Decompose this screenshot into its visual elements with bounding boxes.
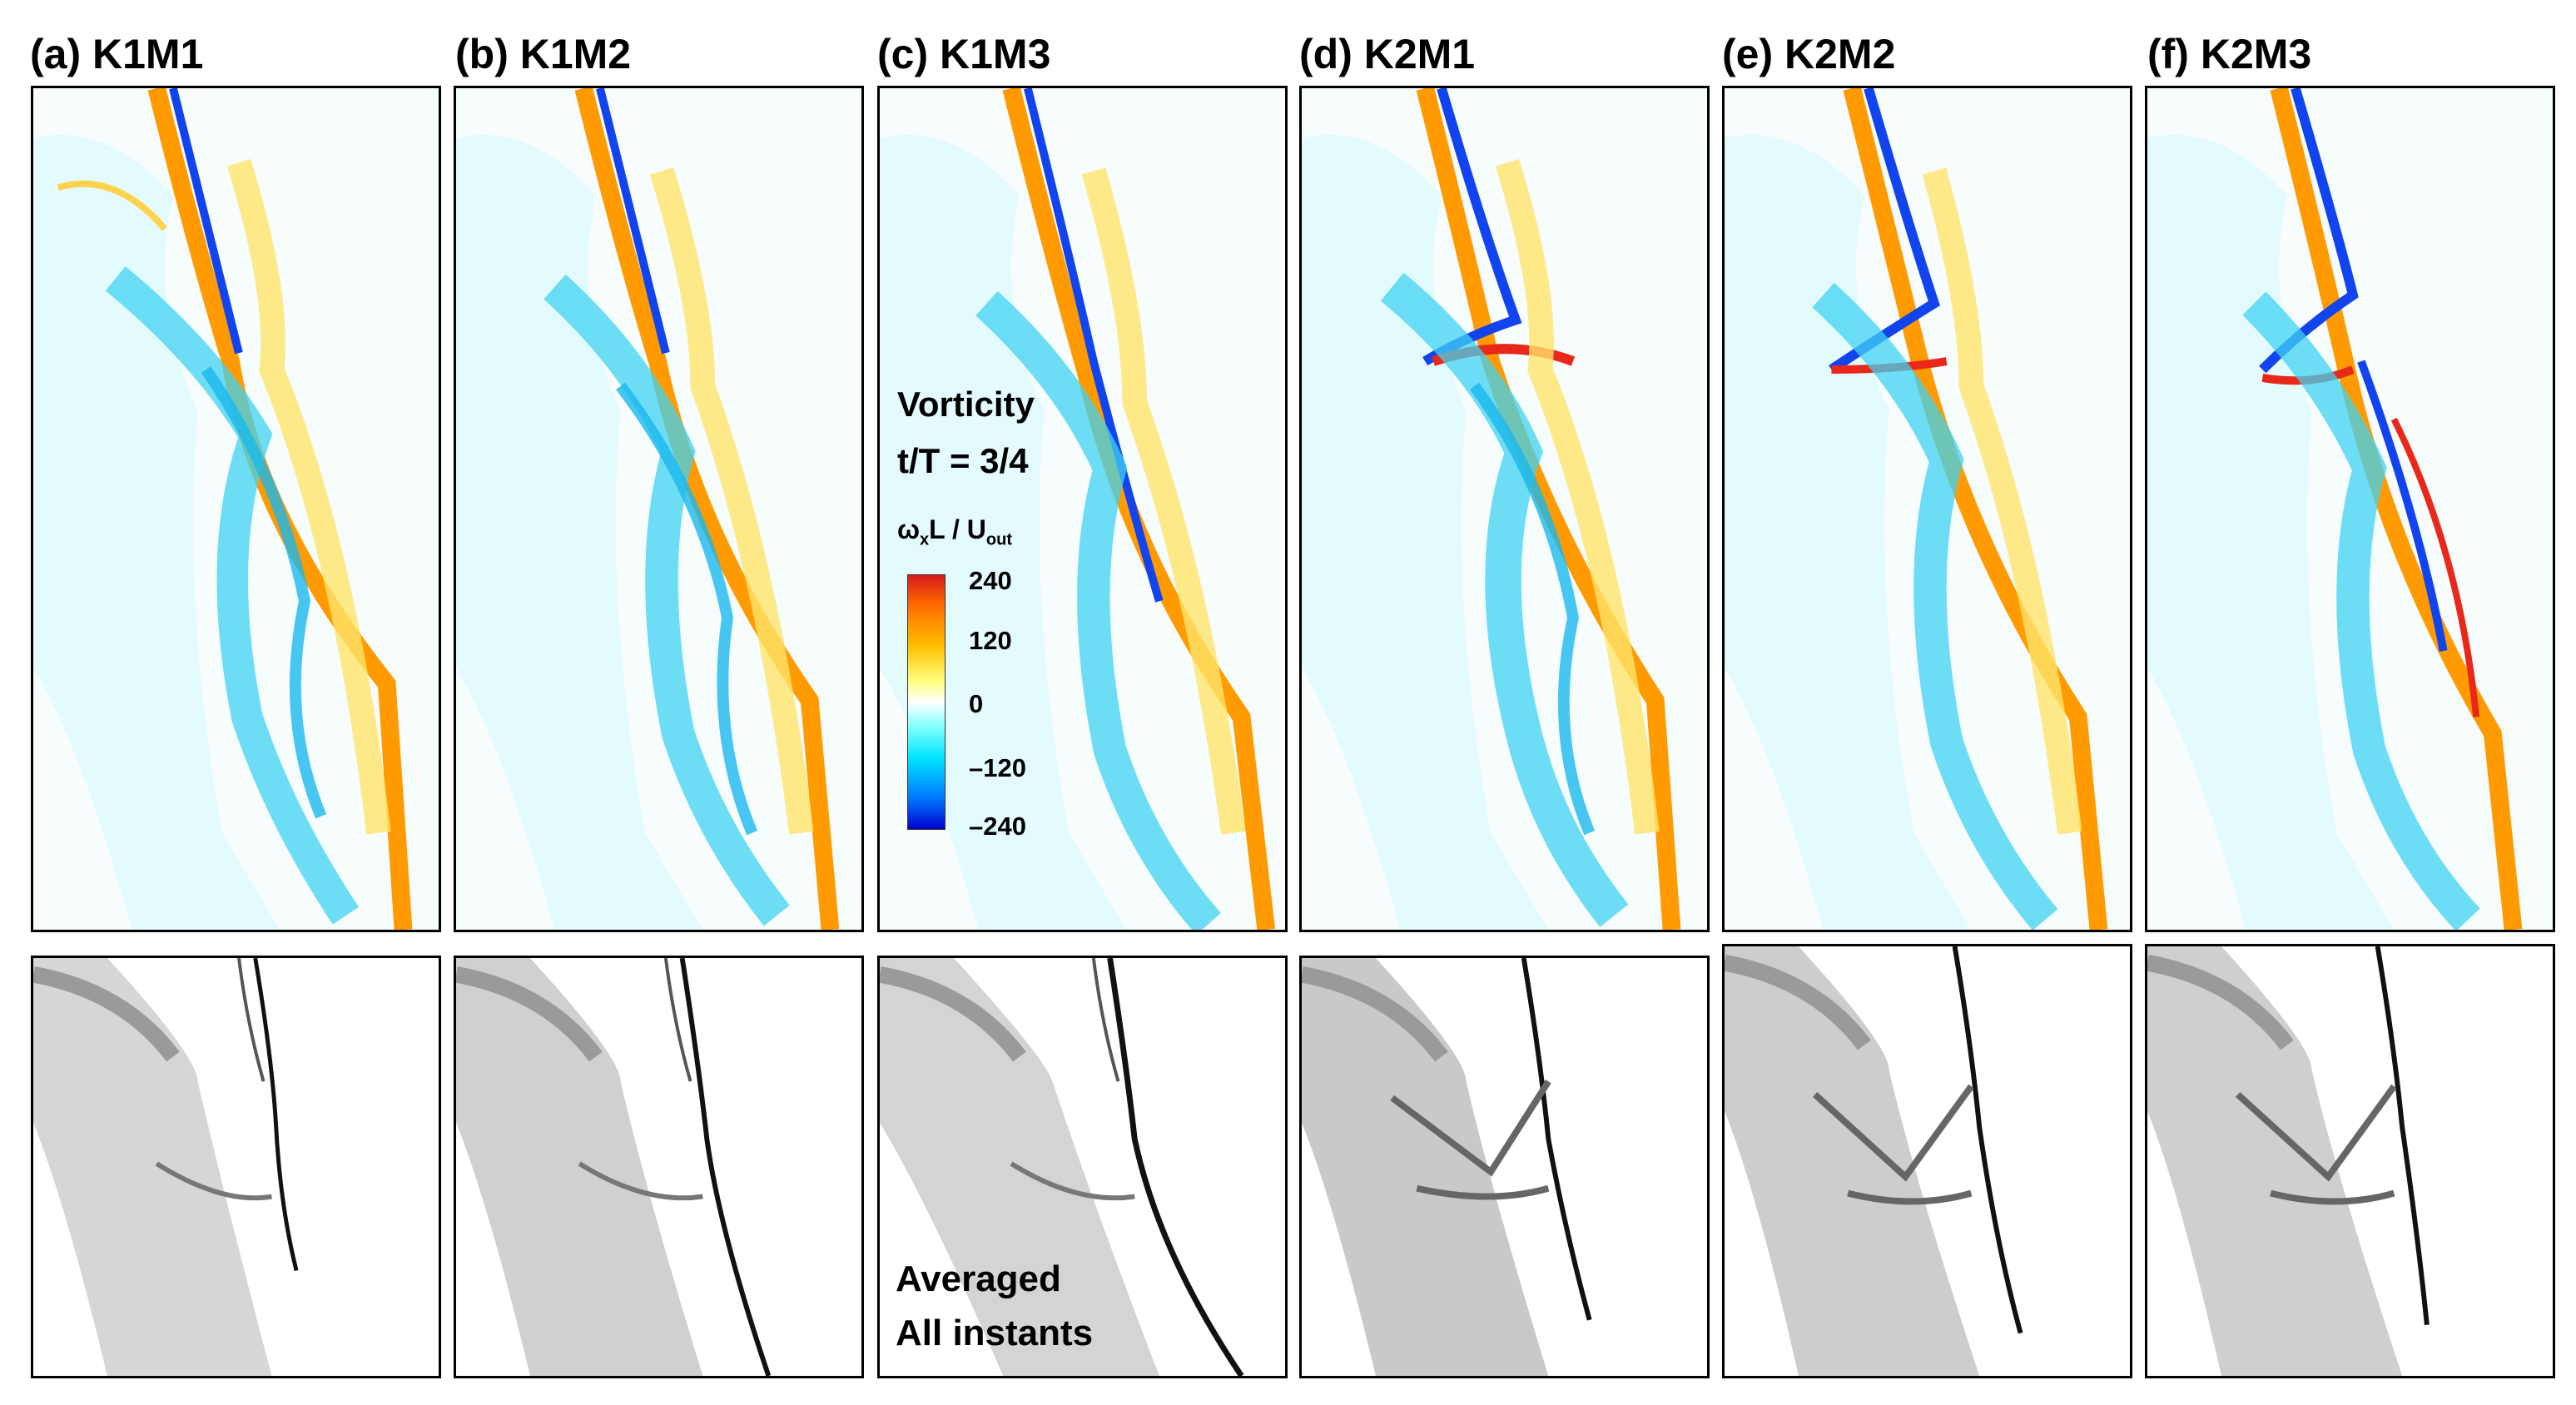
colorbar-tick-0: 0 [969, 689, 984, 718]
averaged-panel-d [1299, 956, 1710, 1378]
panel-label-e: (e) K2M2 [1722, 31, 1896, 77]
vorticity-panel-e [1722, 86, 2132, 932]
averaged-panel-c [877, 956, 1288, 1378]
colorbar-tick-240: 240 [969, 566, 1012, 595]
vorticity-panel-a [31, 86, 441, 932]
panel-label-d: (d) K2M1 [1299, 31, 1476, 77]
vorticity-panel-d [1299, 86, 1710, 932]
averaged-panel-a [31, 956, 441, 1378]
averaged-panel-b [454, 956, 864, 1378]
vorticity-panel-b [454, 86, 864, 932]
panel-label-b: (b) K1M2 [455, 31, 632, 77]
colorbar-tick-minus-120: –120 [969, 753, 1026, 782]
panel-label-c: (c) K1M3 [877, 31, 1051, 77]
panel-label-f: (f) K2M3 [2147, 31, 2312, 77]
colorbar-tick-minus-240: –240 [969, 812, 1026, 841]
averaged-panel-f [2145, 944, 2555, 1378]
vorticity-colorbar [907, 574, 946, 830]
legend-variable: ωxL / Uout [897, 514, 1012, 549]
legend-title-line1: Vorticity [897, 385, 1035, 424]
legend-title-line2: t/T = 3/4 [897, 441, 1029, 480]
averaged-note-line1: Averaged [896, 1259, 1061, 1299]
averaged-panel-e [1722, 944, 2132, 1378]
panel-label-a: (a) K1M1 [30, 31, 204, 77]
averaged-note-line2: All instants [896, 1313, 1094, 1353]
vorticity-panel-f [2145, 86, 2555, 932]
colorbar-tick-120: 120 [969, 626, 1012, 655]
